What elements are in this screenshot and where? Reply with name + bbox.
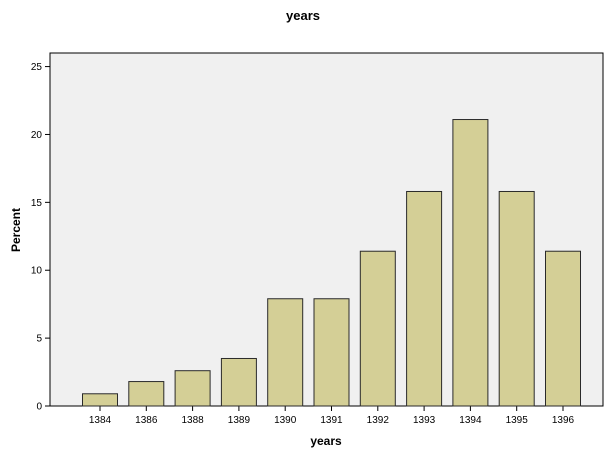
bars-group (82, 119, 581, 407)
x-tick-label: 1390 (274, 415, 297, 426)
bar (498, 190, 535, 407)
x-tick-label: 1395 (506, 415, 529, 426)
bar (359, 250, 396, 407)
chart-title: years (286, 8, 320, 23)
bar (267, 298, 304, 407)
bar (406, 190, 443, 407)
x-tick-label: 1392 (367, 415, 390, 426)
x-tick-label: 1389 (228, 415, 251, 426)
bar (452, 119, 489, 407)
bar (128, 381, 165, 407)
x-tick-label: 1391 (320, 415, 343, 426)
bar (82, 393, 118, 407)
bar (174, 370, 211, 407)
bar (313, 298, 350, 407)
x-tick-label: 1394 (459, 415, 482, 426)
y-axis: 0 5 10 15 20 25 (31, 62, 50, 413)
x-tick-label: 1396 (552, 415, 575, 426)
y-tick-label: 15 (31, 198, 43, 209)
bar (220, 357, 257, 407)
x-tick-label: 1388 (181, 415, 204, 426)
x-tick-label: 1384 (89, 415, 112, 426)
x-axis-label: years (310, 434, 342, 448)
y-tick-label: 10 (31, 266, 43, 277)
y-tick-label: 25 (31, 62, 43, 73)
y-tick-label: 5 (36, 334, 42, 345)
x-tick-label: 1393 (413, 415, 436, 426)
y-axis-label: Percent (9, 208, 23, 252)
y-tick-label: 20 (31, 130, 43, 141)
y-tick-label: 0 (36, 402, 42, 413)
bar (545, 250, 581, 407)
x-tick-label: 1386 (135, 415, 158, 426)
x-axis: 1384 1386 1388 1389 1390 1391 1392 1393 1394 1395… (89, 406, 575, 426)
